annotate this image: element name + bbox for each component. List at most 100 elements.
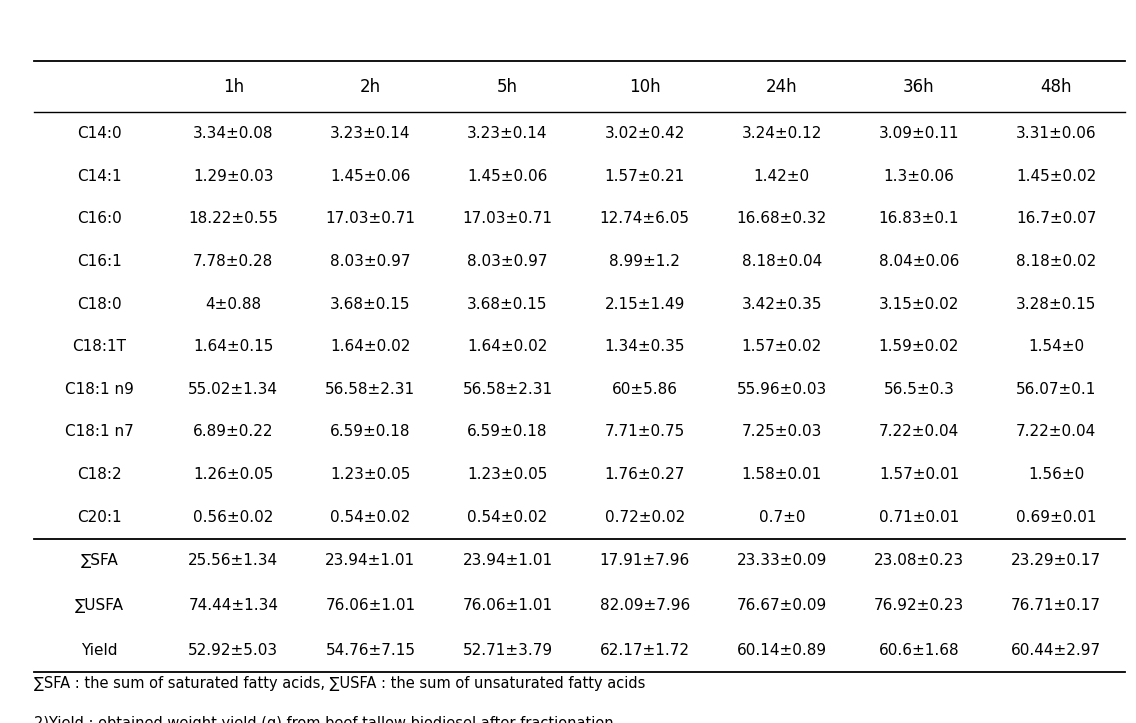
Text: 3.68±0.15: 3.68±0.15 (331, 296, 411, 312)
Text: 4±0.88: 4±0.88 (206, 296, 261, 312)
Text: 3.31±0.06: 3.31±0.06 (1016, 126, 1096, 141)
Text: 1.45±0.02: 1.45±0.02 (1016, 168, 1096, 184)
Text: 0.54±0.02: 0.54±0.02 (331, 510, 410, 525)
Text: 5h: 5h (498, 78, 518, 95)
Text: 1.59±0.02: 1.59±0.02 (879, 339, 959, 354)
Text: 8.03±0.97: 8.03±0.97 (331, 254, 411, 269)
Text: 8.18±0.02: 8.18±0.02 (1016, 254, 1096, 269)
Text: C14:0: C14:0 (77, 126, 122, 141)
Text: 3.24±0.12: 3.24±0.12 (742, 126, 822, 141)
Text: 12.74±6.05: 12.74±6.05 (600, 211, 690, 226)
Text: C14:1: C14:1 (77, 168, 122, 184)
Text: 8.99±1.2: 8.99±1.2 (609, 254, 680, 269)
Text: 7.22±0.04: 7.22±0.04 (879, 424, 959, 440)
Text: 1.26±0.05: 1.26±0.05 (193, 467, 274, 482)
Text: 76.71±0.17: 76.71±0.17 (1011, 598, 1101, 613)
Text: 62.17±1.72: 62.17±1.72 (600, 643, 690, 658)
Text: 24h: 24h (766, 78, 797, 95)
Text: 17.91±7.96: 17.91±7.96 (600, 553, 690, 568)
Text: 1.58±0.01: 1.58±0.01 (742, 467, 822, 482)
Text: 2h: 2h (360, 78, 381, 95)
Text: 3.02±0.42: 3.02±0.42 (604, 126, 685, 141)
Text: C20:1: C20:1 (77, 510, 122, 525)
Text: 1.34±0.35: 1.34±0.35 (604, 339, 685, 354)
Text: 8.04±0.06: 8.04±0.06 (879, 254, 959, 269)
Text: 18.22±0.55: 18.22±0.55 (189, 211, 278, 226)
Text: 1.45±0.06: 1.45±0.06 (331, 168, 410, 184)
Text: 8.18±0.04: 8.18±0.04 (742, 254, 822, 269)
Text: 60.14±0.89: 60.14±0.89 (737, 643, 827, 658)
Text: 60±5.86: 60±5.86 (611, 382, 678, 397)
Text: 8.03±0.97: 8.03±0.97 (467, 254, 548, 269)
Text: 7.22±0.04: 7.22±0.04 (1016, 424, 1096, 440)
Text: 1.64±0.02: 1.64±0.02 (331, 339, 410, 354)
Text: 1.45±0.06: 1.45±0.06 (467, 168, 548, 184)
Text: 6.59±0.18: 6.59±0.18 (467, 424, 548, 440)
Text: 74.44±1.34: 74.44±1.34 (189, 598, 278, 613)
Text: 0.54±0.02: 0.54±0.02 (467, 510, 548, 525)
Text: 0.56±0.02: 0.56±0.02 (193, 510, 274, 525)
Text: 1.23±0.05: 1.23±0.05 (467, 467, 548, 482)
Text: 3.68±0.15: 3.68±0.15 (467, 296, 548, 312)
Text: 1.76±0.27: 1.76±0.27 (604, 467, 685, 482)
Text: 1.57±0.01: 1.57±0.01 (879, 467, 959, 482)
Text: 0.72±0.02: 0.72±0.02 (604, 510, 685, 525)
Text: 1.23±0.05: 1.23±0.05 (331, 467, 410, 482)
Text: 1.57±0.21: 1.57±0.21 (604, 168, 685, 184)
Text: 23.94±1.01: 23.94±1.01 (462, 553, 552, 568)
Text: 6.89±0.22: 6.89±0.22 (193, 424, 274, 440)
Text: Yield: Yield (81, 643, 118, 658)
Text: 1.3±0.06: 1.3±0.06 (884, 168, 954, 184)
Text: 17.03±0.71: 17.03±0.71 (325, 211, 416, 226)
Text: 3.23±0.14: 3.23±0.14 (467, 126, 548, 141)
Text: C18:2: C18:2 (77, 467, 122, 482)
Text: 1.64±0.02: 1.64±0.02 (467, 339, 548, 354)
Text: 3.23±0.14: 3.23±0.14 (331, 126, 411, 141)
Text: 55.96±0.03: 55.96±0.03 (736, 382, 827, 397)
Text: 7.71±0.75: 7.71±0.75 (604, 424, 685, 440)
Text: C18:1 n9: C18:1 n9 (65, 382, 134, 397)
Text: 17.03±0.71: 17.03±0.71 (462, 211, 552, 226)
Text: 23.94±1.01: 23.94±1.01 (325, 553, 416, 568)
Text: 3.34±0.08: 3.34±0.08 (193, 126, 274, 141)
Text: 1.57±0.02: 1.57±0.02 (742, 339, 822, 354)
Text: 1h: 1h (223, 78, 244, 95)
Text: 52.92±5.03: 52.92±5.03 (189, 643, 278, 658)
Text: 16.68±0.32: 16.68±0.32 (736, 211, 827, 226)
Text: 7.25±0.03: 7.25±0.03 (742, 424, 822, 440)
Text: 3.28±0.15: 3.28±0.15 (1016, 296, 1096, 312)
Text: 23.08±0.23: 23.08±0.23 (874, 553, 964, 568)
Text: 16.7±0.07: 16.7±0.07 (1016, 211, 1096, 226)
Text: 23.33±0.09: 23.33±0.09 (736, 553, 827, 568)
Text: C16:0: C16:0 (77, 211, 122, 226)
Text: 0.71±0.01: 0.71±0.01 (879, 510, 959, 525)
Text: 7.78±0.28: 7.78±0.28 (193, 254, 274, 269)
Text: 2.15±1.49: 2.15±1.49 (604, 296, 685, 312)
Text: ∑USFA: ∑USFA (75, 598, 124, 613)
Text: ∑SFA : the sum of saturated fatty acids, ∑USFA : the sum of unsaturated fatty ac: ∑SFA : the sum of saturated fatty acids,… (34, 676, 645, 691)
Text: 56.5±0.3: 56.5±0.3 (884, 382, 954, 397)
Text: C18:0: C18:0 (77, 296, 122, 312)
Text: 56.58±2.31: 56.58±2.31 (462, 382, 552, 397)
Text: 23.29±0.17: 23.29±0.17 (1011, 553, 1101, 568)
Text: 76.67±0.09: 76.67±0.09 (736, 598, 827, 613)
Text: 0.7±0: 0.7±0 (759, 510, 805, 525)
Text: 16.83±0.1: 16.83±0.1 (878, 211, 959, 226)
Text: 60.6±1.68: 60.6±1.68 (878, 643, 959, 658)
Text: 36h: 36h (903, 78, 935, 95)
Text: 52.71±3.79: 52.71±3.79 (462, 643, 552, 658)
Text: 1.64±0.15: 1.64±0.15 (193, 339, 274, 354)
Text: 1.29±0.03: 1.29±0.03 (193, 168, 274, 184)
Text: 2)Yield : obtained weight yield (g) from beef tallow biodiesel after fractionati: 2)Yield : obtained weight yield (g) from… (34, 716, 613, 723)
Text: 25.56±1.34: 25.56±1.34 (189, 553, 278, 568)
Text: 76.06±1.01: 76.06±1.01 (462, 598, 552, 613)
Text: 3.42±0.35: 3.42±0.35 (742, 296, 822, 312)
Text: 0.69±0.01: 0.69±0.01 (1016, 510, 1096, 525)
Text: C18:1T: C18:1T (73, 339, 126, 354)
Text: 76.92±0.23: 76.92±0.23 (874, 598, 964, 613)
Text: 6.59±0.18: 6.59±0.18 (331, 424, 411, 440)
Text: 55.02±1.34: 55.02±1.34 (189, 382, 278, 397)
Text: 56.07±0.1: 56.07±0.1 (1016, 382, 1096, 397)
Text: 1.56±0: 1.56±0 (1028, 467, 1084, 482)
Text: C16:1: C16:1 (77, 254, 122, 269)
